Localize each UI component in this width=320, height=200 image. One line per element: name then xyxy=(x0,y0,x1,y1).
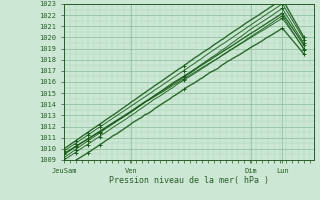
X-axis label: Pression niveau de la mer( hPa ): Pression niveau de la mer( hPa ) xyxy=(109,176,269,185)
